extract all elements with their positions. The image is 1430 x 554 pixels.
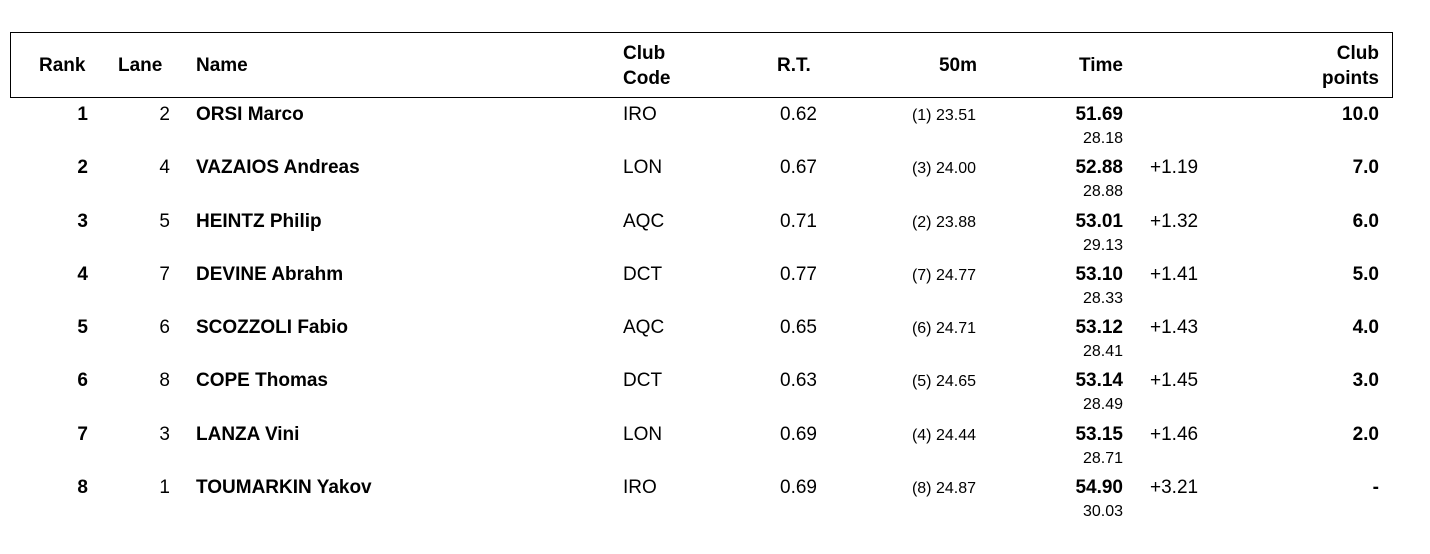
lane-cell: 6 <box>159 317 170 338</box>
split-50m-cell: (5) 24.65 <box>911 373 976 390</box>
reaction-time-cell: 0.69 <box>780 477 817 498</box>
table-row: 8 1 TOUMARKIN Yakov IRO 0.69 (8) 24.87 54.90 +3… <box>0 474 1430 527</box>
header-name: Name <box>196 55 248 76</box>
header-club-points-line2: points <box>1322 68 1379 89</box>
lane-cell: 7 <box>159 264 170 285</box>
split-50m-cell: (3) 24.00 <box>911 160 976 177</box>
split-50m-cell: (6) 24.71 <box>911 320 976 337</box>
split-50m-cell: (2) 23.88 <box>911 214 976 231</box>
club-code-cell: DCT <box>623 264 663 285</box>
table-row: 3 5 HEINTZ Philip AQC 0.71 (2) 23.88 53.01 +1.3… <box>0 208 1430 261</box>
time-behind-cell: +1.19 <box>1150 157 1199 178</box>
lane-cell: 2 <box>159 104 170 125</box>
header-club-code-line2: Code <box>623 68 671 89</box>
split-time-cell: 29.13 <box>1082 237 1123 254</box>
club-points-cell: 2.0 <box>1352 424 1379 445</box>
club-points-cell: 5.0 <box>1352 264 1379 285</box>
reaction-time-cell: 0.67 <box>780 157 817 178</box>
reaction-time-cell: 0.63 <box>780 370 817 391</box>
split-time-cell: 28.88 <box>1082 183 1123 200</box>
table-row: 5 6 SCOZZOLI Fabio AQC 0.65 (6) 24.71 53.12 +1.… <box>0 314 1430 367</box>
swimmer-name: ORSI Marco <box>196 104 304 125</box>
table-row: 7 3 LANZA Vini LON 0.69 (4) 24.44 53.15 +1.46 2.… <box>0 421 1430 474</box>
club-code-cell: LON <box>623 424 663 445</box>
split-50m-cell: (7) 24.77 <box>911 267 976 284</box>
split-50m-cell: (4) 24.44 <box>911 427 976 444</box>
header-club-points-line1: Club <box>1336 43 1379 64</box>
table-row: 1 2 ORSI Marco IRO 0.62 (1) 23.51 51.69 10.0 28.… <box>0 101 1430 154</box>
swimmer-name: SCOZZOLI Fabio <box>196 317 348 338</box>
swimmer-name: DEVINE Abrahm <box>196 264 344 285</box>
final-time-cell: 53.01 <box>1075 211 1123 232</box>
club-code-cell: AQC <box>623 317 665 338</box>
final-time-cell: 53.12 <box>1075 317 1123 338</box>
split-time-cell: 30.03 <box>1082 503 1123 520</box>
split-time-cell: 28.18 <box>1082 130 1123 147</box>
time-behind-cell: +1.41 <box>1150 264 1199 285</box>
club-code-cell: IRO <box>623 477 657 498</box>
split-time-cell: 28.33 <box>1082 290 1123 307</box>
club-points-cell: 3.0 <box>1352 370 1379 391</box>
time-behind-cell: +3.21 <box>1150 477 1199 498</box>
club-code-cell: LON <box>623 157 663 178</box>
rank-cell: 5 <box>77 317 88 338</box>
final-time-cell: 54.90 <box>1075 477 1123 498</box>
rank-cell: 2 <box>77 157 88 178</box>
header-time: Time <box>1078 55 1123 76</box>
lane-cell: 5 <box>159 211 170 232</box>
rank-cell: 8 <box>77 477 88 498</box>
lane-cell: 3 <box>159 424 170 445</box>
lane-cell: 1 <box>159 477 170 498</box>
reaction-time-cell: 0.69 <box>780 424 817 445</box>
final-time-cell: 53.14 <box>1075 370 1123 391</box>
lane-cell: 8 <box>159 370 170 391</box>
club-points-cell: 10.0 <box>1342 104 1379 125</box>
final-time-cell: 51.69 <box>1075 104 1123 125</box>
header-50m-split: 50m <box>938 55 977 76</box>
club-code-cell: IRO <box>623 104 657 125</box>
time-behind-cell: +1.32 <box>1150 211 1199 232</box>
rank-cell: 1 <box>77 104 88 125</box>
time-behind-cell: +1.46 <box>1150 424 1199 445</box>
lane-cell: 4 <box>159 157 170 178</box>
header-rank: Rank <box>39 55 86 76</box>
split-50m-cell: (8) 24.87 <box>911 480 976 497</box>
table-row: 2 4 VAZAIOS Andreas LON 0.67 (3) 24.00 52.88 +1… <box>0 154 1430 207</box>
club-points-cell: 4.0 <box>1352 317 1379 338</box>
rank-cell: 7 <box>77 424 88 445</box>
reaction-time-cell: 0.62 <box>780 104 817 125</box>
rank-cell: 3 <box>77 211 88 232</box>
swimmer-name: LANZA Vini <box>196 424 300 445</box>
reaction-time-cell: 0.65 <box>780 317 817 338</box>
rank-cell: 4 <box>77 264 88 285</box>
split-time-cell: 28.41 <box>1082 343 1123 360</box>
swimmer-name: COPE Thomas <box>196 370 328 391</box>
header-reaction-time: R.T. <box>777 55 811 76</box>
header-lane: Lane <box>118 55 163 76</box>
split-time-cell: 28.49 <box>1082 396 1123 413</box>
time-behind-cell: +1.45 <box>1150 370 1199 391</box>
split-50m-cell: (1) 23.51 <box>911 107 976 124</box>
club-code-cell: DCT <box>623 370 663 391</box>
split-time-cell: 28.71 <box>1082 450 1123 467</box>
swimmer-name: TOUMARKIN Yakov <box>196 477 372 498</box>
final-time-cell: 53.10 <box>1075 264 1123 285</box>
results-table-header: Rank Lane Name Club Code R.T. 50m Time C… <box>10 32 1393 98</box>
club-points-cell: 6.0 <box>1352 211 1379 232</box>
club-points-cell: - <box>1372 477 1379 498</box>
time-behind-cell: +1.43 <box>1150 317 1199 338</box>
table-row: 4 7 DEVINE Abrahm DCT 0.77 (7) 24.77 53.10 +1.4… <box>0 261 1430 314</box>
club-code-cell: AQC <box>623 211 665 232</box>
rank-cell: 6 <box>77 370 88 391</box>
reaction-time-cell: 0.71 <box>780 211 817 232</box>
final-time-cell: 53.15 <box>1075 424 1123 445</box>
table-row: 6 8 COPE Thomas DCT 0.63 (5) 24.65 53.14 +1.45 3… <box>0 367 1430 420</box>
swimmer-name: HEINTZ Philip <box>196 211 322 232</box>
swimmer-name: VAZAIOS Andreas <box>196 157 360 178</box>
final-time-cell: 52.88 <box>1075 157 1123 178</box>
club-points-cell: 7.0 <box>1352 157 1379 178</box>
reaction-time-cell: 0.77 <box>780 264 817 285</box>
header-club-code-line1: Club <box>623 43 666 64</box>
